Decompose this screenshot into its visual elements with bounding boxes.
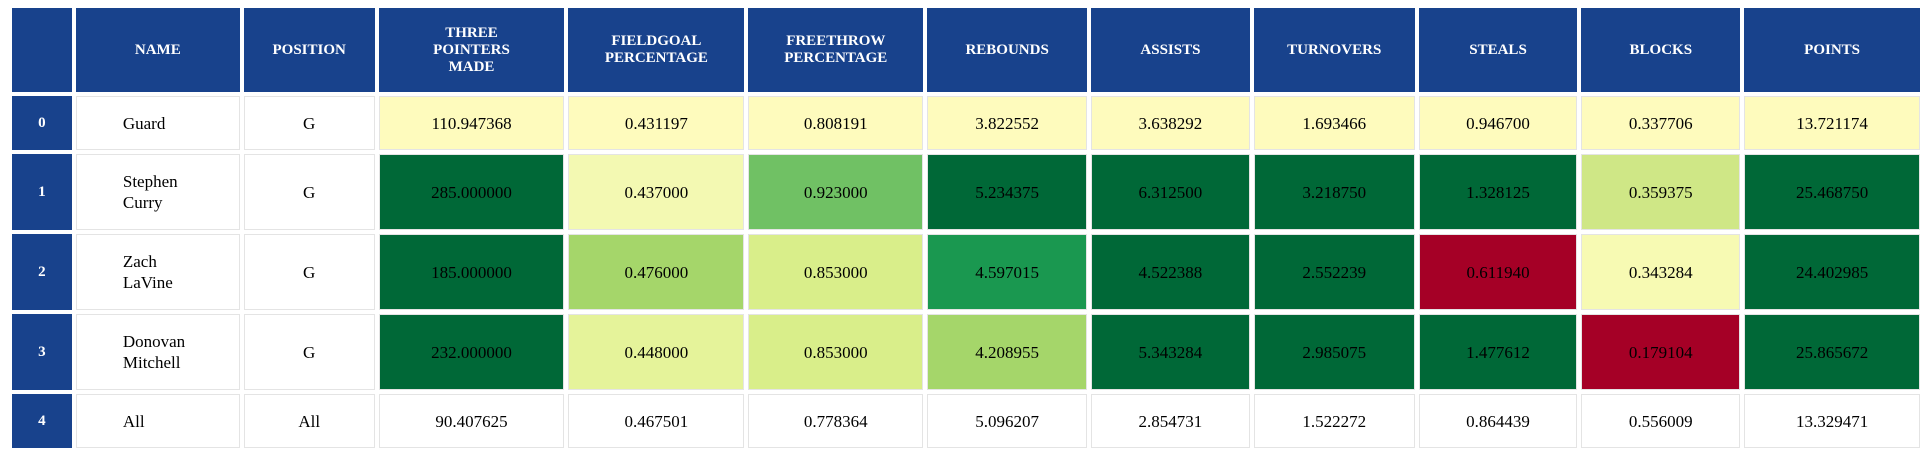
cell-turnovers: 3.218750	[1253, 154, 1415, 230]
cell-freethrow-percentage: 0.853000	[748, 234, 924, 310]
cell-steals: 0.864439	[1418, 394, 1578, 448]
cell-rebounds: 4.208955	[927, 314, 1088, 390]
table-row: 3 Donovan Mitchell G 232.000000 0.448000 0.85…	[12, 314, 1920, 390]
cell-three-pointers-made: 185.000000	[378, 234, 565, 310]
cell-freethrow-percentage: 0.923000	[748, 154, 924, 230]
table-row: 2 Zach LaVine G 185.000000 0.476000 0.853000 4…	[12, 234, 1920, 310]
cell-turnovers: 1.693466	[1253, 96, 1415, 150]
header-assists: ASSISTS	[1091, 8, 1250, 92]
cell-blocks: 0.179104	[1581, 314, 1741, 390]
header-fieldgoal-percentage: FIELDGOAL PERCENTAGE	[568, 8, 745, 92]
cell-rebounds: 5.234375	[927, 154, 1088, 230]
cell-turnovers: 2.552239	[1253, 234, 1415, 310]
cell-points: 13.329471	[1744, 394, 1920, 448]
row-index: 2	[12, 234, 72, 310]
cell-freethrow-percentage: 0.853000	[748, 314, 924, 390]
cell-assists: 5.343284	[1091, 314, 1250, 390]
cell-assists: 4.522388	[1091, 234, 1250, 310]
cell-fieldgoal-percentage: 0.437000	[568, 154, 745, 230]
cell-rebounds: 5.096207	[927, 394, 1088, 448]
header-freethrow-percentage: FREETHROW PERCENTAGE	[748, 8, 924, 92]
cell-name: Donovan Mitchell	[75, 314, 240, 390]
cell-steals: 1.477612	[1418, 314, 1578, 390]
cell-freethrow-percentage: 0.808191	[748, 96, 924, 150]
cell-turnovers: 2.985075	[1253, 314, 1415, 390]
cell-steals: 0.611940	[1418, 234, 1578, 310]
cell-position: G	[243, 154, 375, 230]
player-name: All	[122, 411, 145, 431]
cell-points: 25.865672	[1744, 314, 1920, 390]
cell-freethrow-percentage: 0.778364	[748, 394, 924, 448]
cell-points: 24.402985	[1744, 234, 1920, 310]
cell-rebounds: 3.822552	[927, 96, 1088, 150]
cell-blocks: 0.359375	[1581, 154, 1741, 230]
cell-assists: 2.854731	[1091, 394, 1250, 448]
cell-name: Guard	[75, 96, 240, 150]
header-three-pointers-made: THREE POINTERS MADE	[378, 8, 565, 92]
cell-position: G	[243, 234, 375, 310]
cell-steals: 0.946700	[1418, 96, 1578, 150]
cell-position: G	[243, 96, 375, 150]
table-row: 1 Stephen Curry G 285.000000 0.437000 0.92300…	[12, 154, 1920, 230]
cell-points: 13.721174	[1744, 96, 1920, 150]
cell-fieldgoal-percentage: 0.431197	[568, 96, 745, 150]
header-blocks: BLOCKS	[1581, 8, 1741, 92]
table-header: NAME POSITION THREE POINTERS MADE FIELDG…	[12, 8, 1920, 92]
player-name: Stephen Curry	[122, 172, 178, 212]
cell-three-pointers-made: 232.000000	[378, 314, 565, 390]
player-name: Donovan Mitchell	[122, 332, 186, 372]
cell-turnovers: 1.522272	[1253, 394, 1415, 448]
row-index: 4	[12, 394, 72, 448]
header-rebounds: REBOUNDS	[927, 8, 1088, 92]
header-index	[12, 8, 72, 92]
row-index: 3	[12, 314, 72, 390]
cell-name: Stephen Curry	[75, 154, 240, 230]
row-index: 0	[12, 96, 72, 150]
cell-blocks: 0.556009	[1581, 394, 1741, 448]
cell-fieldgoal-percentage: 0.467501	[568, 394, 745, 448]
cell-three-pointers-made: 110.947368	[378, 96, 565, 150]
cell-blocks: 0.343284	[1581, 234, 1741, 310]
table-row: 0 Guard G 110.947368 0.431197 0.808191 3.82255…	[12, 96, 1920, 150]
cell-points: 25.468750	[1744, 154, 1920, 230]
cell-assists: 6.312500	[1091, 154, 1250, 230]
cell-blocks: 0.337706	[1581, 96, 1741, 150]
cell-fieldgoal-percentage: 0.448000	[568, 314, 745, 390]
stats-table: NAME POSITION THREE POINTERS MADE FIELDG…	[8, 4, 1920, 452]
cell-fieldgoal-percentage: 0.476000	[568, 234, 745, 310]
header-steals: STEALS	[1418, 8, 1578, 92]
player-name: Zach LaVine	[122, 252, 173, 292]
header-turnovers: TURNOVERS	[1253, 8, 1415, 92]
player-name: Guard	[122, 113, 166, 133]
cell-three-pointers-made: 90.407625	[378, 394, 565, 448]
row-index: 1	[12, 154, 72, 230]
header-points: POINTS	[1744, 8, 1920, 92]
table-row: 4 All All 90.407625 0.467501 0.778364 5.096207…	[12, 394, 1920, 448]
cell-name: Zach LaVine	[75, 234, 240, 310]
cell-name: All	[75, 394, 240, 448]
header-position: POSITION	[243, 8, 375, 92]
cell-steals: 1.328125	[1418, 154, 1578, 230]
cell-position: All	[243, 394, 375, 448]
header-name: NAME	[75, 8, 240, 92]
cell-three-pointers-made: 285.000000	[378, 154, 565, 230]
cell-rebounds: 4.597015	[927, 234, 1088, 310]
table-body: 0 Guard G 110.947368 0.431197 0.808191 3.82255…	[12, 96, 1920, 448]
cell-assists: 3.638292	[1091, 96, 1250, 150]
cell-position: G	[243, 314, 375, 390]
